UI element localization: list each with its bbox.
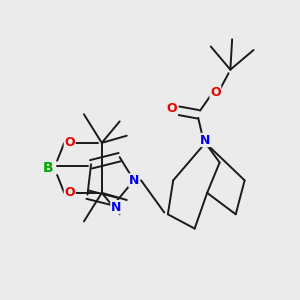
Text: O: O bbox=[64, 186, 75, 200]
Text: B: B bbox=[43, 161, 53, 175]
Text: O: O bbox=[64, 136, 75, 149]
Text: N: N bbox=[129, 174, 139, 187]
Text: O: O bbox=[210, 85, 221, 99]
Text: N: N bbox=[200, 134, 211, 146]
Text: O: O bbox=[167, 102, 178, 116]
Text: N: N bbox=[111, 201, 121, 214]
